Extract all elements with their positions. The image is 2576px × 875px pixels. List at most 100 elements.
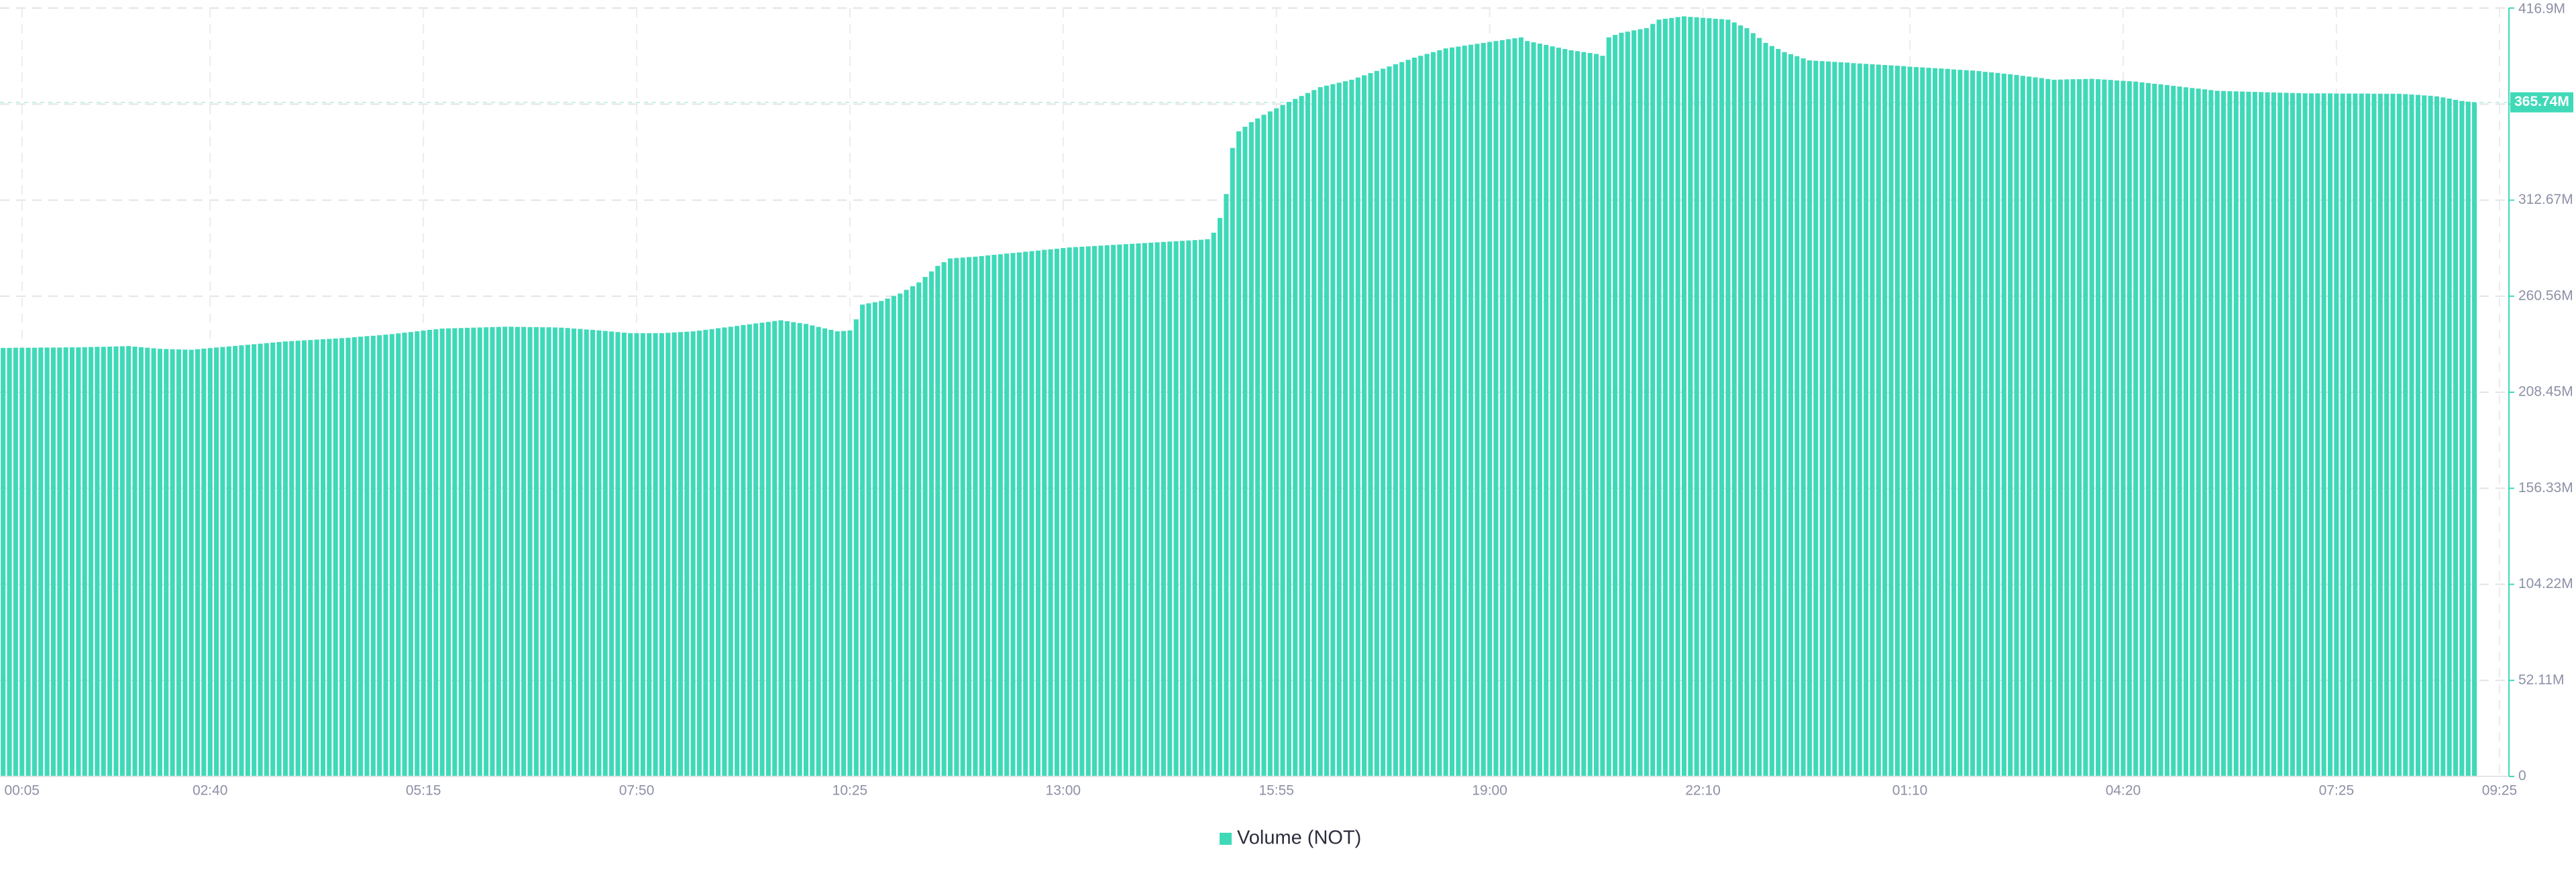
bar: [1462, 46, 1467, 776]
bar: [791, 322, 796, 776]
bar: [810, 325, 815, 777]
bar: [1142, 243, 1147, 776]
bar: [1374, 70, 1379, 777]
y-tick-label: 52.11M: [2518, 672, 2565, 687]
bar: [2076, 79, 2082, 777]
bar: [364, 336, 370, 776]
bar: [1286, 101, 1291, 777]
bar: [2177, 86, 2182, 777]
bar: [1970, 70, 1976, 776]
bar: [2259, 92, 2264, 777]
bar: [1888, 65, 1894, 777]
bar: [1894, 66, 1900, 777]
bar: [521, 327, 527, 777]
bar: [2221, 91, 2226, 776]
legend-label: Volume (NOT): [1237, 827, 1361, 849]
bar: [991, 255, 997, 776]
bar: [2214, 91, 2220, 777]
bar: [1619, 32, 1624, 777]
bar: [2051, 79, 2057, 777]
bar: [1117, 244, 1122, 776]
bar: [797, 323, 802, 776]
bar: [389, 334, 394, 776]
bar: [2014, 74, 2019, 776]
bar: [1186, 240, 1191, 776]
bar: [2271, 92, 2276, 776]
bar: [2240, 91, 2245, 777]
bar: [314, 339, 319, 776]
bar: [1556, 48, 1562, 777]
bar: [2453, 99, 2459, 777]
bar: [239, 345, 244, 776]
bar: [979, 255, 984, 776]
bar: [69, 347, 75, 776]
bar: [684, 331, 690, 776]
bar: [2089, 78, 2094, 776]
bar: [1638, 29, 1643, 776]
bar: [1280, 105, 1285, 776]
bar: [2396, 93, 2402, 776]
bar: [853, 319, 859, 776]
bar: [1393, 64, 1398, 777]
bar: [2202, 89, 2208, 777]
bar: [333, 338, 338, 776]
bar: [2045, 78, 2051, 776]
bar: [1769, 46, 1774, 777]
bar: [1092, 245, 1097, 776]
bar: [1481, 42, 1486, 776]
bar: [1982, 72, 1988, 776]
bar: [1324, 85, 1330, 776]
bar: [1631, 30, 1637, 776]
bar: [872, 302, 877, 777]
bar: [2133, 81, 2139, 776]
bar: [1662, 18, 1668, 777]
bar: [1675, 17, 1680, 777]
x-tick-label: 07:50: [619, 783, 655, 799]
bar: [1399, 62, 1405, 776]
bar: [170, 349, 175, 776]
bar: [220, 347, 225, 776]
bar: [1606, 37, 1611, 776]
bar: [973, 256, 978, 776]
bar: [1387, 66, 1392, 776]
bar: [89, 347, 94, 776]
x-tick-label: 19:00: [1472, 783, 1507, 799]
bar: [910, 286, 915, 776]
bar: [1801, 58, 1806, 776]
bar: [2227, 91, 2233, 776]
bar: [1882, 64, 1888, 776]
bar: [1694, 17, 1699, 777]
bar: [803, 324, 809, 776]
bar: [484, 327, 489, 776]
bar: [2459, 101, 2465, 776]
bar: [2001, 73, 2006, 777]
bar: [1411, 57, 1417, 777]
bar: [947, 258, 953, 776]
bar: [1932, 68, 1938, 777]
bar: [2384, 93, 2390, 776]
bar: [860, 304, 865, 776]
bar: [433, 329, 439, 776]
bar: [1487, 42, 1493, 777]
bar: [765, 322, 771, 776]
bar: [1381, 68, 1386, 777]
bar: [628, 333, 633, 776]
bar: [1876, 64, 1881, 777]
bar: [1355, 77, 1360, 776]
bar: [101, 347, 106, 776]
bar: [1192, 240, 1197, 776]
bar: [1299, 96, 1304, 776]
bar: [590, 329, 596, 777]
bar: [916, 282, 922, 776]
bar: [471, 327, 476, 776]
bar: [1073, 247, 1079, 776]
bar: [904, 290, 909, 776]
bar: [1004, 253, 1010, 777]
bar: [1782, 52, 1787, 777]
bar: [2121, 80, 2126, 777]
bar: [345, 337, 351, 776]
bar: [1198, 239, 1204, 777]
bar: [2252, 92, 2257, 776]
bar: [2158, 84, 2163, 776]
